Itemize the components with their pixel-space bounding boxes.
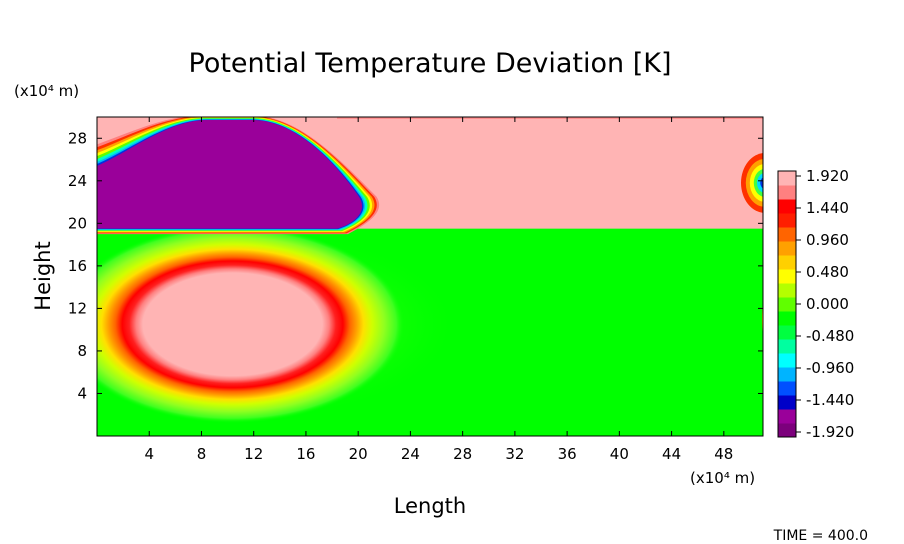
colorbar: 1.920 1.440 0.960 0.480 0.000 -0.480 -0.960 -1.… <box>777 167 854 441</box>
x-tick-label: 16 <box>296 445 315 463</box>
colorbar-segment <box>778 283 796 298</box>
colorbar-segment <box>778 199 796 214</box>
x-axis-unit: (x10⁴ m) <box>690 469 755 487</box>
plot-frame <box>96 116 764 437</box>
colorbar-segment <box>778 227 796 242</box>
colorbar-segment <box>778 409 796 424</box>
colorbar-label: 0.480 <box>806 263 849 281</box>
colorbar-segment <box>778 353 796 368</box>
y-tick-label: 8 <box>77 342 87 360</box>
y-tick-label: 20 <box>68 214 87 232</box>
y-axis-unit: (x10⁴ m) <box>14 82 79 100</box>
colorbar-label: 0.000 <box>806 295 849 313</box>
colorbar-segment <box>778 297 796 312</box>
x-tick-label: 8 <box>197 445 207 463</box>
x-ticks: 4 8 12 16 20 24 28 32 36 40 44 48 <box>144 117 733 463</box>
colorbar-label: 0.960 <box>806 231 849 249</box>
y-tick-label: 24 <box>68 172 87 190</box>
chart-title: Potential Temperature Deviation [K] <box>189 48 672 79</box>
right-edge-feature <box>741 153 763 336</box>
y-tick-label: 12 <box>68 299 87 317</box>
colorbar-segment <box>778 311 796 326</box>
colorbar-label: -1.440 <box>806 391 854 409</box>
colorbar-segment <box>778 185 796 200</box>
x-tick-label: 4 <box>144 445 154 463</box>
colorbar-segment <box>778 241 796 256</box>
x-tick-label: 28 <box>453 445 472 463</box>
plot-area <box>97 117 763 436</box>
colorbar-segment <box>778 171 796 186</box>
cold-region <box>97 117 763 235</box>
colorbar-label: -0.960 <box>806 359 854 377</box>
colorbar-segment <box>778 395 796 410</box>
cold-region-band <box>97 120 362 229</box>
colorbar-segment <box>778 213 796 228</box>
x-tick-label: 32 <box>505 445 524 463</box>
colorbar-segment <box>778 381 796 396</box>
colorbar-label: 1.440 <box>806 199 849 217</box>
colorbar-label: -0.480 <box>806 327 854 345</box>
colorbar-segment <box>778 423 796 438</box>
x-tick-label: 44 <box>662 445 681 463</box>
x-tick-label: 12 <box>244 445 263 463</box>
y-tick-label: 16 <box>68 257 87 275</box>
colorbar-segment <box>778 255 796 270</box>
x-tick-label: 36 <box>558 445 577 463</box>
right-edge-band <box>757 173 763 193</box>
x-tick-label: 20 <box>349 445 368 463</box>
colorbar-segment <box>778 339 796 354</box>
y-ticks: 4 8 12 16 20 24 28 <box>68 129 763 402</box>
y-tick-label: 28 <box>68 129 87 147</box>
right-edge-band <box>760 177 763 189</box>
colorbar-segment <box>778 325 796 340</box>
y-axis-label: Height <box>31 241 55 310</box>
x-tick-label: 48 <box>714 445 733 463</box>
colorbar-segment <box>778 269 796 284</box>
colorbar-label: -1.920 <box>806 423 854 441</box>
colorbar-segment <box>778 367 796 382</box>
warm-bubble <box>97 225 405 424</box>
x-tick-label: 24 <box>401 445 420 463</box>
colorbar-label: 1.920 <box>806 167 849 185</box>
time-annotation: TIME = 400.0 <box>773 528 868 544</box>
y-tick-label: 4 <box>77 384 87 402</box>
x-axis-label: Length <box>394 494 466 518</box>
x-tick-label: 40 <box>610 445 629 463</box>
